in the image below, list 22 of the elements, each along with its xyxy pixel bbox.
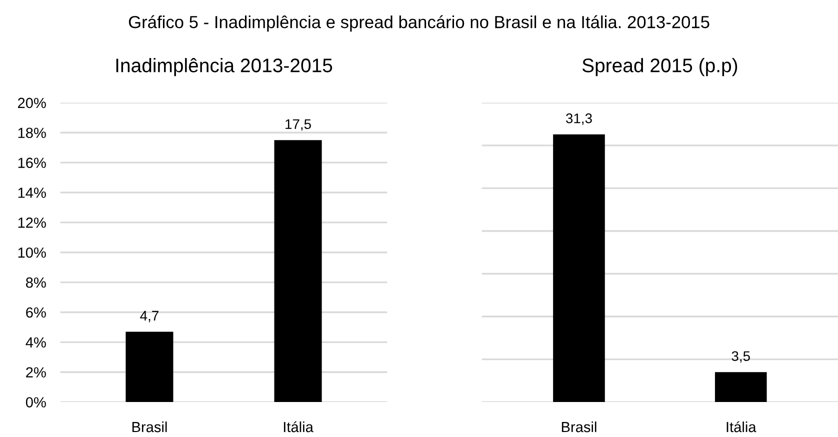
text: Gráfico 5 - Inadimplência e spread bancário no Brasil e na Itália. 2013-2015	[128, 15, 710, 32]
y-tick-label: 14%	[18, 188, 46, 198]
y-tick-label: 10%	[18, 247, 46, 258]
y-tick-label: 4%	[26, 337, 46, 348]
x-tick-label: Itália	[284, 421, 314, 432]
y-tick-label: 12%	[18, 218, 46, 228]
data-label: 17,5	[286, 119, 311, 131]
data-label: 4,7	[140, 310, 158, 322]
data-label: 31,3	[566, 113, 592, 125]
y-tick-label: 16%	[18, 158, 46, 168]
y-tick-label: 6%	[26, 307, 46, 318]
x-tick-label: Brasil	[562, 421, 596, 432]
x-tick-label: Itália	[726, 421, 756, 432]
y-tick-label: 18%	[18, 128, 46, 138]
chart-title: Spread 2015 (p.p)	[582, 58, 738, 76]
y-tick-label: 0%	[26, 397, 46, 408]
y-tick-label: 20%	[18, 98, 46, 108]
x-tick-label: Brasil	[132, 421, 167, 432]
y-tick-label: 2%	[26, 367, 46, 378]
chart-title: Inadimplência 2013-2015	[116, 58, 332, 76]
data-label: 3,5	[732, 351, 750, 363]
y-tick-label: 8%	[26, 277, 46, 288]
